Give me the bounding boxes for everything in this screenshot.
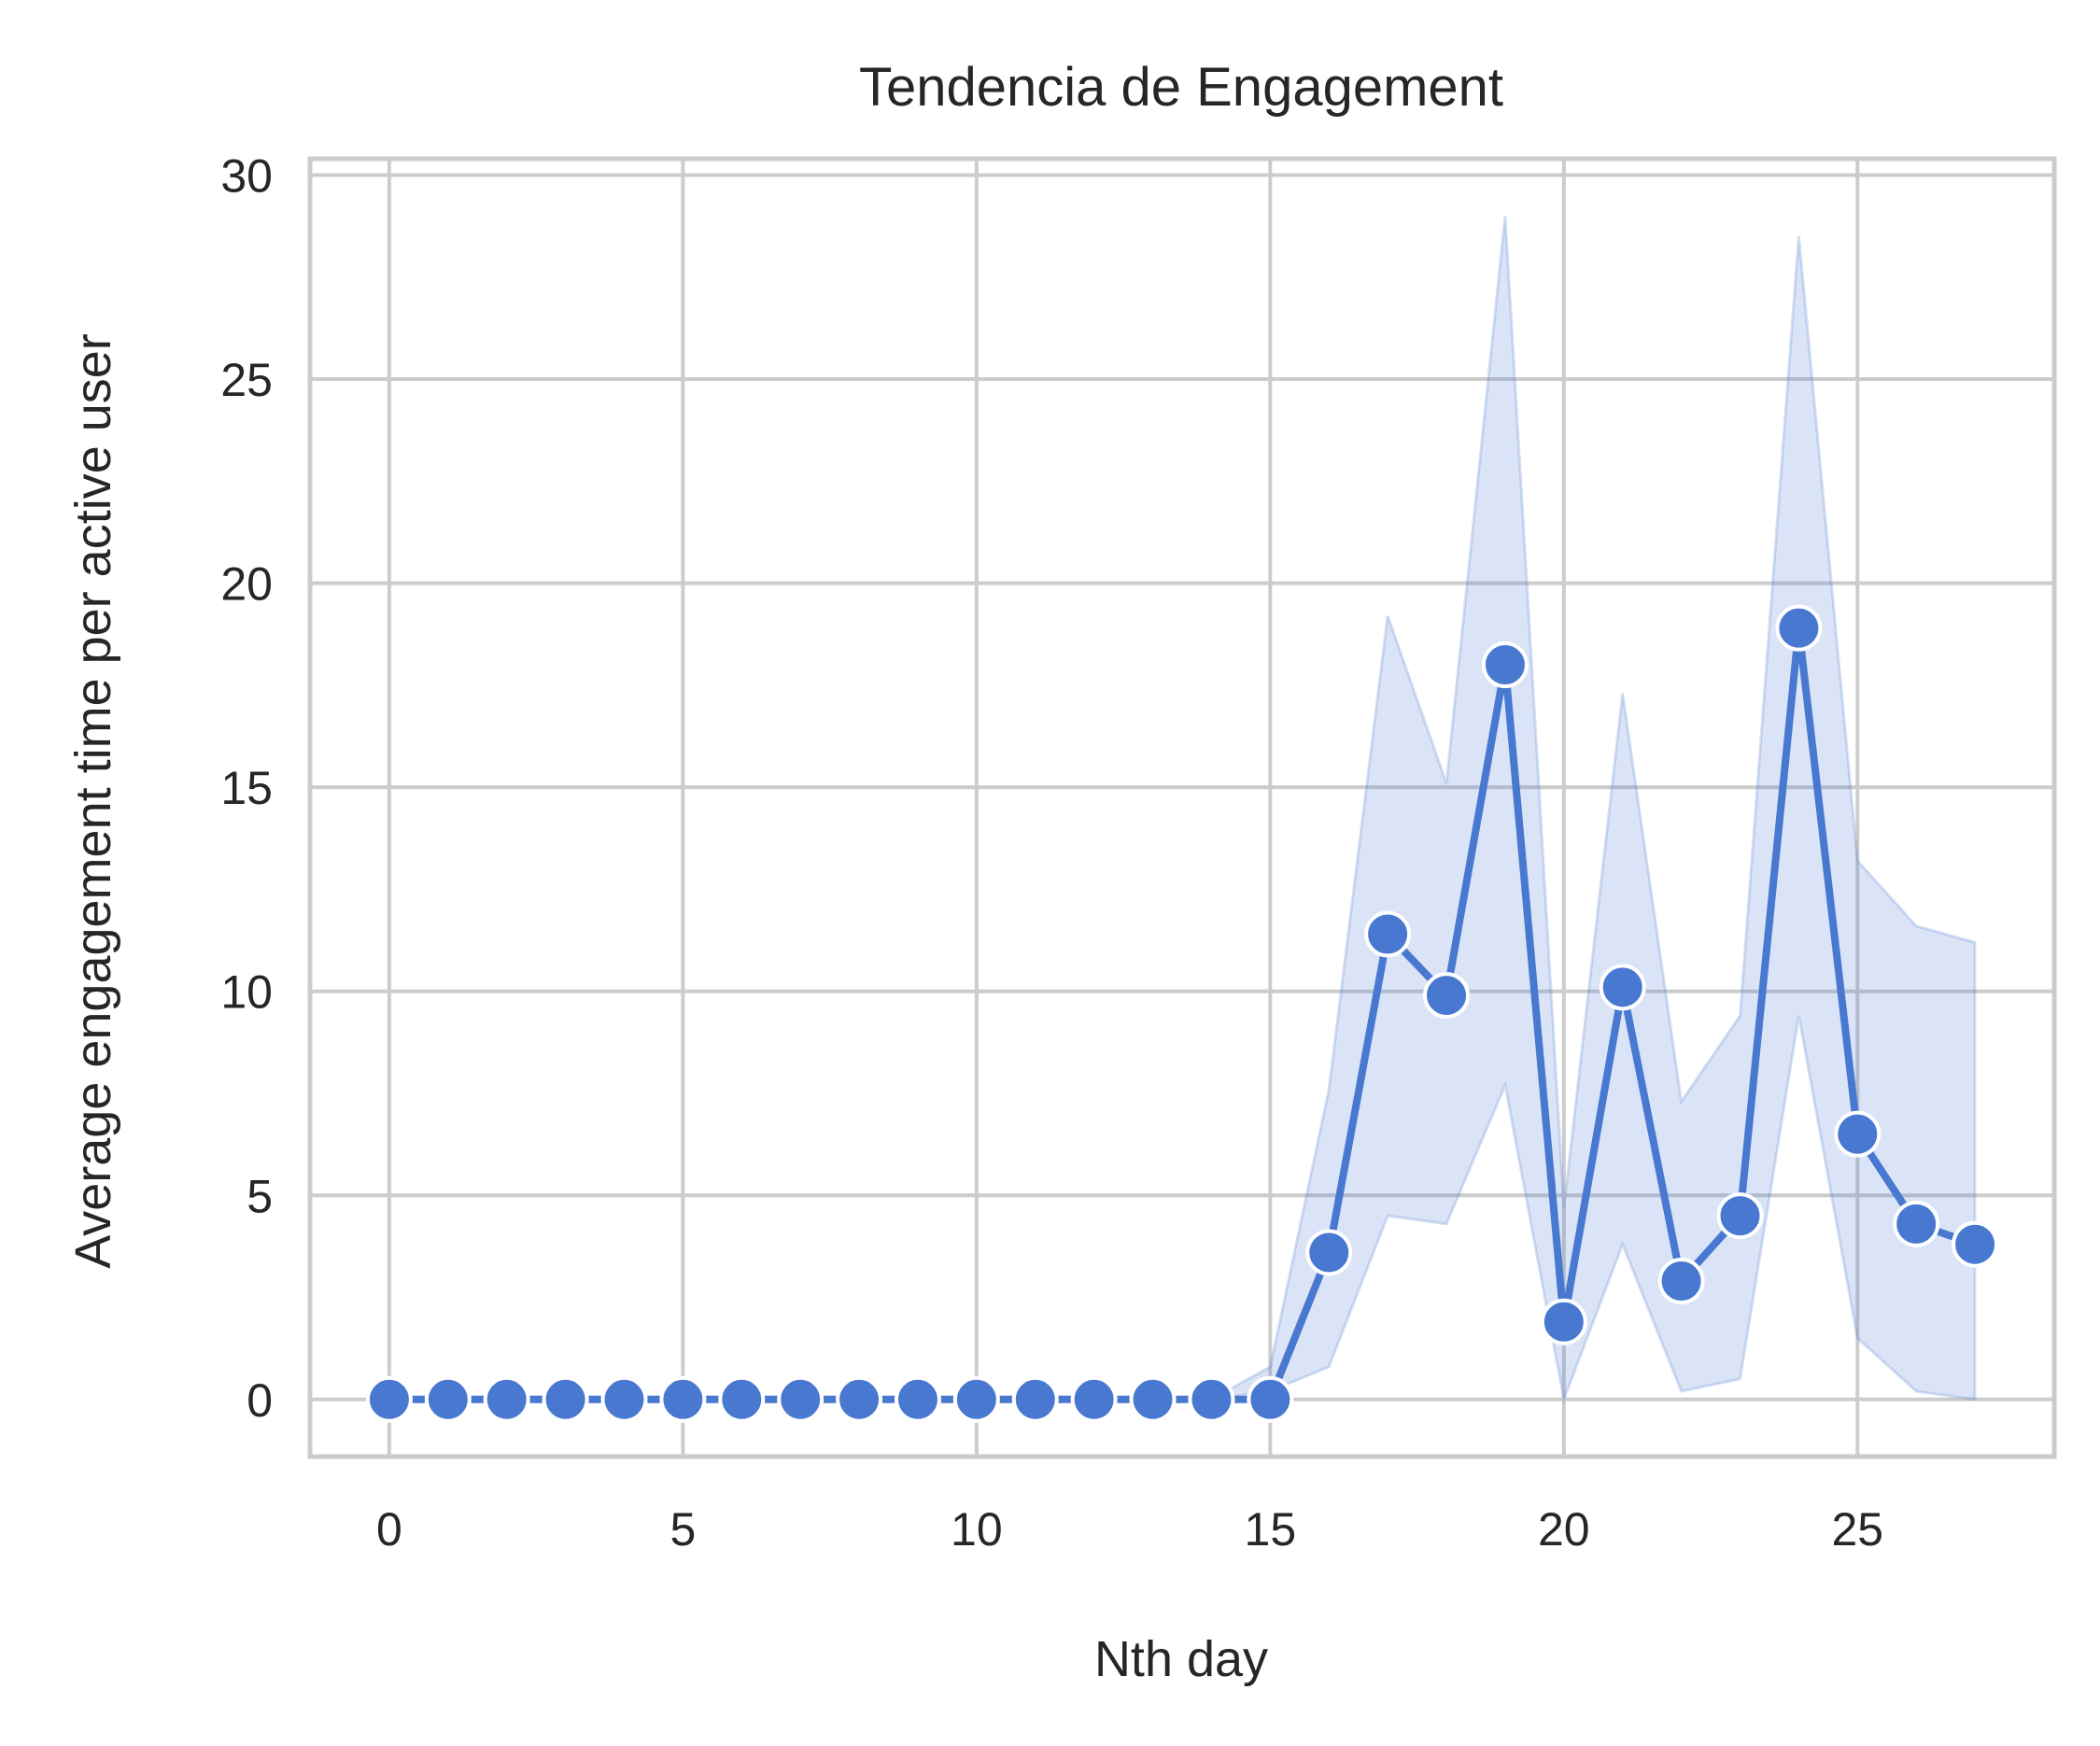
data-point <box>894 1375 941 1423</box>
data-point <box>600 1375 648 1423</box>
data-point <box>952 1375 1000 1423</box>
x-tick-label: 10 <box>951 1503 1003 1556</box>
data-point <box>1129 1375 1177 1423</box>
data-point <box>1657 1258 1705 1305</box>
x-tick-label: 5 <box>669 1503 696 1556</box>
data-point <box>1893 1200 1940 1247</box>
plot-border <box>307 156 2057 1459</box>
data-markers <box>365 604 1999 1423</box>
y-tick-label: 0 <box>247 1374 273 1427</box>
plot-frame <box>307 156 2057 1459</box>
data-point <box>659 1375 707 1423</box>
series-polyline <box>385 624 1980 1403</box>
x-tick-label: 0 <box>376 1503 402 1556</box>
data-point <box>1952 1220 1999 1268</box>
data-point <box>1481 641 1529 689</box>
y-tick-label: 25 <box>220 354 273 406</box>
data-point <box>1070 1375 1118 1423</box>
data-point <box>777 1375 824 1423</box>
data-point <box>718 1375 766 1423</box>
data-point <box>836 1375 883 1423</box>
data-point <box>424 1375 472 1423</box>
x-tick-labels: 0 5 10 15 20 25 <box>376 1503 1883 1556</box>
chart-title: Tendencia de Engagement <box>859 57 1503 118</box>
data-point <box>483 1375 530 1423</box>
data-point <box>542 1375 589 1423</box>
y-tick-label: 20 <box>220 558 273 611</box>
data-point <box>1423 972 1471 1020</box>
data-point <box>1364 910 1412 958</box>
data-point <box>1540 1298 1587 1345</box>
y-tick-labels: 0 5 10 15 20 25 30 <box>220 149 273 1426</box>
y-tick-label: 5 <box>247 1170 273 1222</box>
data-point <box>1188 1375 1235 1423</box>
data-point <box>365 1375 413 1423</box>
data-point <box>1775 604 1823 652</box>
data-point <box>1716 1192 1764 1240</box>
y-axis-title: Average engagement time per active user <box>65 333 121 1269</box>
grid-lines <box>310 159 2054 1457</box>
data-point <box>1247 1375 1294 1423</box>
series-line <box>385 624 1980 1403</box>
x-tick-label: 20 <box>1538 1503 1590 1556</box>
x-axis-title: Nth day <box>1094 1631 1268 1687</box>
data-point <box>1599 964 1646 1011</box>
y-tick-label: 10 <box>220 966 273 1019</box>
x-tick-label: 25 <box>1831 1503 1883 1556</box>
data-point <box>1011 1375 1059 1423</box>
x-tick-label: 15 <box>1245 1503 1297 1556</box>
data-point <box>1305 1229 1353 1276</box>
data-point <box>1834 1110 1882 1158</box>
y-tick-label: 15 <box>220 762 273 814</box>
y-tick-label: 30 <box>220 149 273 202</box>
